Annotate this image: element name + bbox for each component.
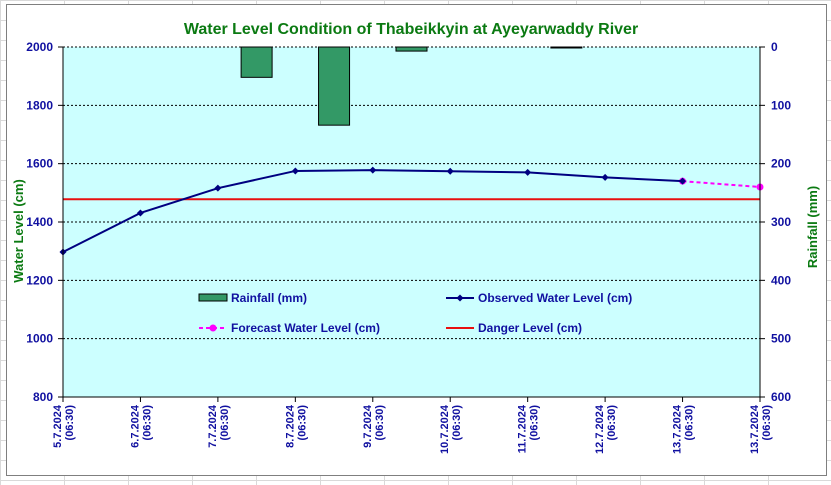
x-tick-time: (06:30) [529,405,541,441]
axes: 2000 1800 1600 1400 1200 1000 800 0 100 200 300 400… [26,40,791,454]
observed-point[interactable] [524,168,532,176]
x-tick-date: 7.7.2024 [207,404,219,448]
legend-label: Rainfall (mm) [231,291,307,305]
legend-marker [209,324,217,332]
observed-point[interactable] [446,167,454,175]
x-tick-date: 9.7.2024 [362,404,374,448]
legend-label: Observed Water Level (cm) [478,291,632,305]
x-tick-label: 13.7.2024(06:30) [749,404,773,454]
left-tick-label: 1000 [26,332,53,346]
x-tick-date: 13.7.2024 [672,404,684,454]
x-tick-time: (06:30) [684,405,696,441]
left-tick-label: 2000 [26,40,53,54]
observed-point[interactable] [291,167,299,175]
x-tick-date: 5.7.2024 [52,404,64,448]
series-lines [59,166,764,256]
x-tick-date: 12.7.2024 [594,404,606,454]
x-tick-date: 10.7.2024 [439,404,451,454]
x-tick-date: 13.7.2024 [749,404,761,454]
x-tick-time: (06:30) [141,405,153,441]
right-tick-label: 500 [771,332,791,346]
x-tick-time: (06:30) [64,405,76,441]
left-tick-label: 1600 [26,157,53,171]
left-tick-label: 800 [33,390,53,404]
legend-danger: Danger Level (cm) [446,321,582,335]
legend-label: Danger Level (cm) [478,321,582,335]
left-tick-label: 1800 [26,98,53,112]
forecast-water-level-line[interactable] [682,180,761,188]
rainfall-bar[interactable] [550,46,583,49]
legend-rainfall: Rainfall (mm) [198,291,307,305]
legend-observed: Observed Water Level (cm) [446,291,632,305]
x-tick-time: (06:30) [606,405,618,441]
x-tick-label: 11.7.2024(06:30) [517,404,541,453]
left-axis-label: Water Level (cm) [11,179,26,283]
x-tick-label: 10.7.2024(06:30) [439,404,463,454]
right-tick-label: 100 [771,98,791,112]
x-tick-label: 6.7.2024(06:30) [129,404,153,448]
right-tick-label: 0 [771,40,778,54]
rainfall-bar[interactable] [318,46,351,126]
x-tick-label: 12.7.2024(06:30) [594,404,618,454]
legend-label: Forecast Water Level (cm) [231,321,380,335]
right-tick-label: 300 [771,215,791,229]
x-tick-date: 11.7.2024 [517,404,529,453]
x-tick-time: (06:30) [374,405,386,441]
rainfall-bars [240,46,583,126]
x-tick-label: 5.7.2024(06:30) [52,404,76,448]
x-tick-time: (06:30) [761,405,773,441]
x-tick-label: 13.7.2024(06:30) [672,404,696,454]
legend-marker [456,294,464,302]
observed-point[interactable] [136,209,144,217]
chart-title: Water Level Condition of Thabeikkyin at … [184,21,638,38]
rainfall-bar[interactable] [395,46,428,52]
right-tick-label: 400 [771,273,791,287]
observed-point[interactable] [601,173,609,181]
x-tick-time: (06:30) [451,405,463,441]
x-tick-date: 6.7.2024 [129,404,141,448]
x-tick-label: 9.7.2024(06:30) [362,404,386,448]
right-axis-label: Rainfall (mm) [805,186,820,268]
legend: Rainfall (mm) Observed Water Level (cm) Fo… [198,291,632,335]
right-tick-label: 600 [771,390,791,404]
observed-point[interactable] [679,177,687,185]
left-tick-label: 1400 [26,215,53,229]
right-tick-label: 200 [771,157,791,171]
observed-point[interactable] [369,166,377,174]
legend-forecast: Forecast Water Level (cm) [199,321,380,335]
observed-point[interactable] [214,184,222,192]
legend-swatch [198,293,228,302]
x-tick-date: 8.7.2024 [284,404,296,448]
left-tick-label: 1200 [26,273,53,287]
x-tick-time: (06:30) [219,405,231,441]
x-tick-label: 7.7.2024(06:30) [207,404,231,448]
x-tick-label: 8.7.2024(06:30) [284,404,308,448]
rainfall-bar[interactable] [240,46,273,78]
x-tick-time: (06:30) [296,405,308,441]
